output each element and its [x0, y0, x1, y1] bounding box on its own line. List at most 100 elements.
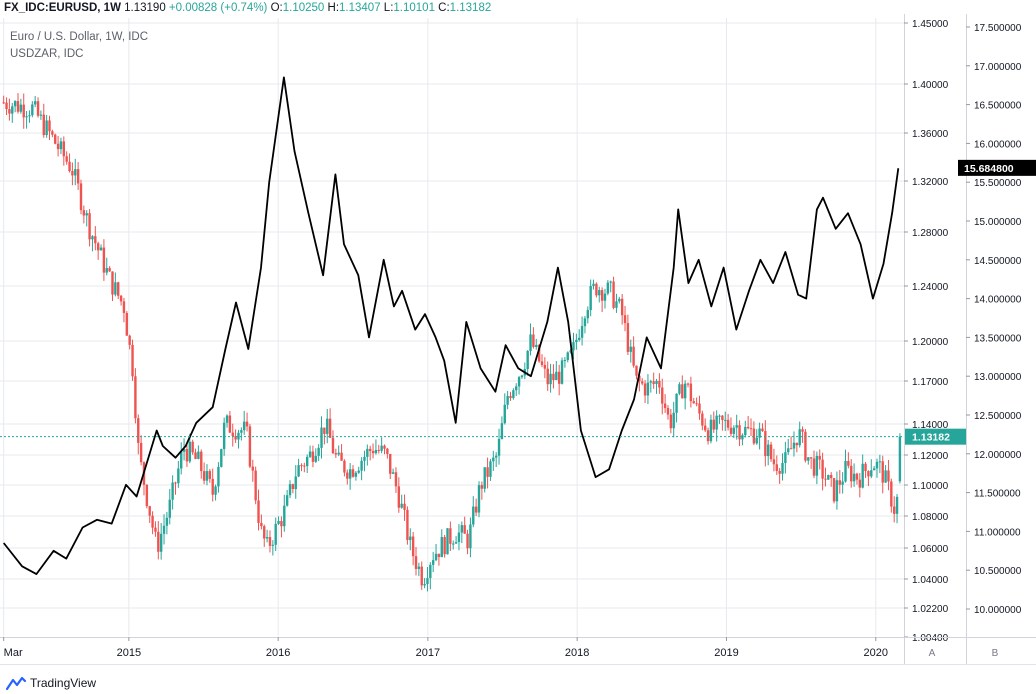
- candle-body: [234, 436, 237, 440]
- candle-body: [119, 295, 123, 302]
- axis-a-tick-label: 1.04000: [912, 575, 949, 586]
- candle-body: [205, 471, 209, 481]
- price-axes[interactable]: 1.45000 1.40000 1.36000 1.32000 1.28000 1.240…: [904, 0, 1036, 694]
- candle-body: [477, 485, 481, 513]
- candle-body: [872, 468, 876, 471]
- candle-body: [744, 426, 747, 436]
- axis-a-tick-label: 1.00400: [912, 633, 949, 644]
- candle-body: [157, 531, 160, 552]
- candle-body: [778, 470, 781, 474]
- candle-body: [483, 467, 486, 489]
- time-tick-label: 2018: [565, 647, 589, 659]
- candle-body: [829, 474, 833, 479]
- candle-body: [323, 427, 326, 434]
- candle-body: [838, 480, 841, 485]
- axis-a-button[interactable]: A: [928, 647, 936, 659]
- candle-body: [222, 422, 226, 450]
- candle-body: [784, 452, 787, 464]
- candle-body: [532, 334, 535, 347]
- candle-body: [583, 318, 587, 327]
- candle-body: [360, 460, 363, 471]
- candle-body: [875, 461, 879, 469]
- legend-main-series[interactable]: Euro / U.S. Dollar, 1W, IDC: [10, 31, 149, 43]
- candle-body: [698, 403, 701, 414]
- axis-b-last-value: 15.684800: [964, 163, 1014, 175]
- candle-body: [486, 467, 489, 477]
- candle-body: [268, 537, 272, 546]
- candle-body: [515, 386, 518, 391]
- candle-body: [623, 315, 627, 324]
- eurusd-candles: [2, 93, 902, 592]
- candle-body: [277, 520, 280, 524]
- candle-body: [343, 460, 346, 473]
- candle-body: [237, 432, 240, 440]
- candle-body: [592, 283, 595, 286]
- axis-b-tick-label: 10.000000: [974, 605, 1022, 616]
- axis-b-tick-label: 17.000000: [974, 62, 1022, 73]
- candle-body: [74, 169, 77, 176]
- axis-a-tick-label: 1.32000: [912, 177, 949, 188]
- candle-body: [337, 452, 340, 455]
- candle-body: [168, 499, 171, 518]
- axis-a-tick-label: 1.02200: [912, 604, 949, 615]
- candle-body: [200, 451, 203, 472]
- candle-body: [331, 437, 335, 454]
- candle-body: [429, 564, 432, 579]
- candle-body: [260, 522, 263, 527]
- candle-body: [460, 525, 464, 533]
- candle-body: [68, 161, 71, 172]
- candle-body: [45, 120, 48, 136]
- candle-body: [807, 457, 810, 461]
- candle-body: [314, 455, 317, 462]
- candle-body: [208, 471, 212, 479]
- candle-body: [248, 426, 252, 467]
- candle-body: [560, 360, 564, 384]
- candle-body: [308, 451, 312, 457]
- candle-body: [22, 104, 25, 118]
- candle-body: [549, 373, 552, 385]
- candle-body: [220, 449, 223, 467]
- tradingview-brand[interactable]: TradingView: [6, 676, 96, 690]
- candle-body: [102, 247, 106, 273]
- candle-body: [437, 553, 441, 558]
- candle-body: [543, 364, 547, 369]
- candle-body: [94, 236, 97, 244]
- candle-body: [552, 373, 555, 381]
- candle-body: [51, 131, 54, 135]
- candle-body: [383, 445, 386, 449]
- candle-body: [305, 456, 309, 467]
- candle-body: [701, 413, 704, 426]
- candle-body: [177, 468, 180, 484]
- candle-body: [892, 506, 896, 514]
- candle-body: [228, 415, 232, 433]
- candle-body: [182, 449, 186, 452]
- time-tick-label: 2020: [864, 647, 888, 659]
- candle-body: [311, 451, 315, 462]
- candle-body: [795, 442, 799, 446]
- candle-body: [386, 448, 389, 454]
- candle-body: [861, 463, 864, 488]
- time-axis[interactable]: Mar 2015 2016 2017 2018 2019 2020: [0, 637, 1036, 665]
- candle-body: [452, 543, 455, 545]
- axis-b-last-value-badge: [958, 159, 1036, 176]
- candle-body: [595, 283, 598, 296]
- candle-body: [652, 381, 655, 384]
- candle-body: [758, 428, 761, 438]
- candle-body: [99, 247, 103, 251]
- brand-name: TradingView: [30, 676, 97, 690]
- candle-body: [11, 106, 14, 114]
- candle-body: [28, 115, 31, 117]
- candle-body: [326, 418, 329, 434]
- candle-body: [431, 560, 435, 565]
- candle-body: [500, 423, 504, 439]
- axis-b-tick-label: 16.500000: [974, 101, 1022, 112]
- candle-body: [211, 478, 214, 495]
- axis-a-tick-label: 1.20000: [912, 337, 949, 348]
- axis-b-button[interactable]: B: [991, 647, 999, 659]
- candle-body: [188, 441, 191, 462]
- candle-body: [566, 352, 569, 361]
- legend-compare-series[interactable]: USDZAR, IDC: [10, 48, 84, 60]
- candle-body: [151, 515, 154, 528]
- candle-body: [494, 455, 498, 458]
